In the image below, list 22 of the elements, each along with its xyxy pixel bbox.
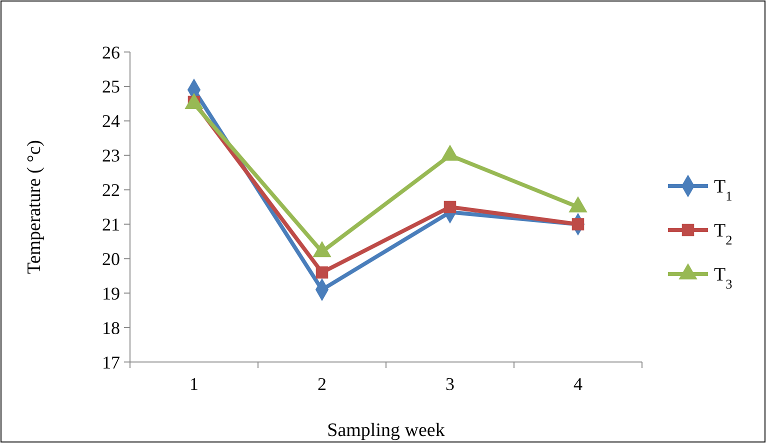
point: [316, 266, 328, 279]
y-tick-label: 21: [102, 214, 120, 235]
x-axis-title: Sampling week: [327, 420, 446, 441]
legend-label: T$_{3}$: [714, 264, 733, 292]
legend-label: T$_{2}$: [714, 220, 732, 248]
x-tick-label: 4: [574, 374, 582, 394]
y-tick-label: 18: [102, 318, 120, 338]
legend-label: T$_{1}$: [714, 176, 732, 204]
y-tick-label: 23: [102, 146, 120, 166]
x-tick-label: 1: [190, 374, 198, 394]
y-tick-label: 20: [102, 248, 120, 269]
y-tick-label: 25: [102, 76, 120, 97]
point: [444, 200, 456, 214]
y-tick-label: 24: [102, 111, 120, 132]
x-tick-label: 3: [446, 374, 454, 394]
x-tick-label: 2: [318, 374, 326, 394]
y-tick-label: 26: [102, 42, 120, 62]
y-tick-label: 17: [102, 352, 120, 372]
y-tick-label: 19: [102, 283, 120, 304]
y-tick-label: 22: [102, 180, 120, 200]
y-axis-title: Temperature ( °c): [24, 140, 45, 274]
point: [572, 218, 584, 230]
